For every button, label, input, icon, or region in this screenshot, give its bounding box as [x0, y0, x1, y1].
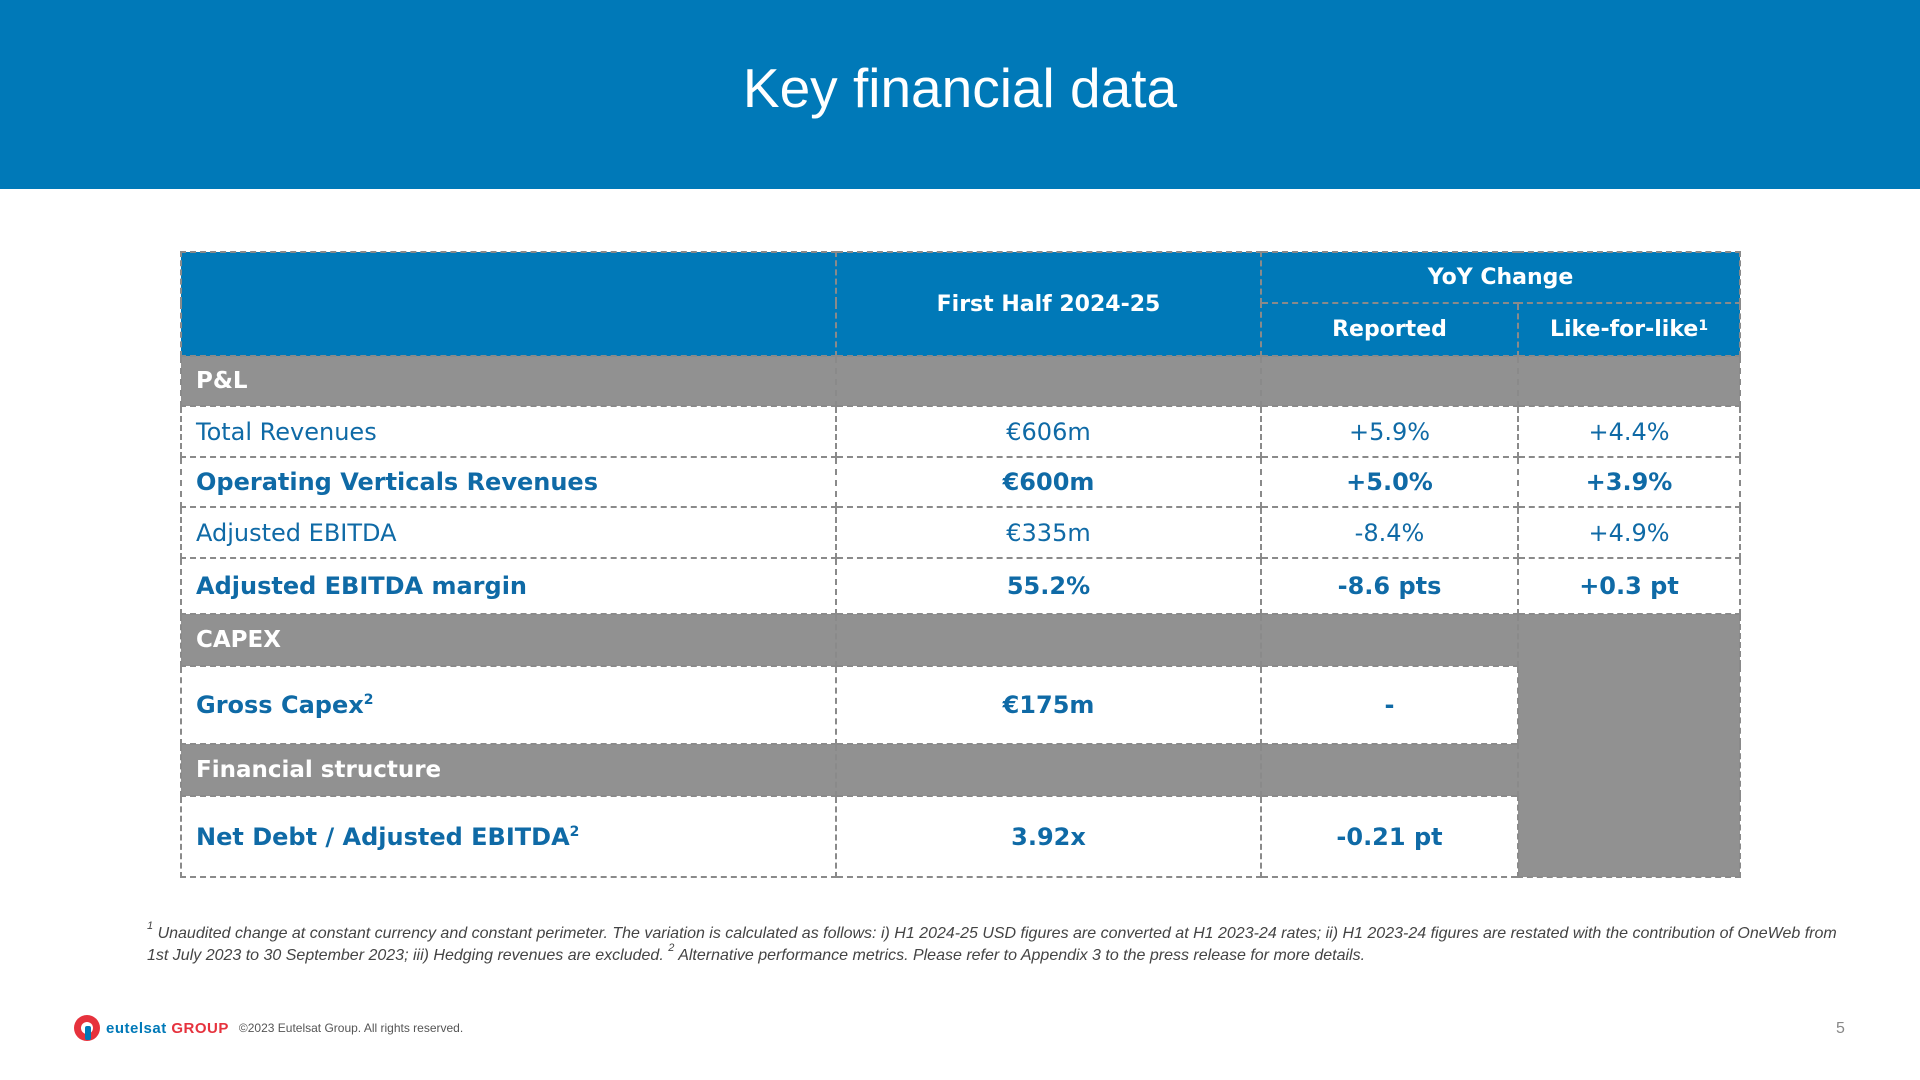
table-row: Total Revenues €606m +5.9% +4.4% — [180, 405, 1742, 458]
page-title: Key financial data — [742, 57, 1178, 119]
footnote-2-marker: 2 — [668, 942, 675, 954]
footnote-2-text: Alternative performance metrics. Please … — [678, 947, 1366, 964]
like-for-like-value: +4.9% — [1516, 506, 1742, 559]
footnote-ref: 2 — [569, 823, 580, 840]
like-for-like-footnote-ref: 1 — [1698, 318, 1709, 334]
section-row-financial-structure: Financial structure — [180, 743, 1740, 797]
column-header-reported: Reported — [1260, 302, 1519, 357]
first-half-value: 3.92x — [835, 795, 1262, 878]
like-for-like-value: +0.3 pt — [1516, 557, 1742, 615]
footnote: 1 Unaudited change at constant currency … — [147, 920, 1837, 967]
column-header-yoy-change: YoY Change — [1259, 251, 1742, 304]
empty-like-for-like-area — [1516, 613, 1742, 878]
row-label: Gross Capex2 — [180, 665, 837, 745]
like-for-like-value: +4.4% — [1516, 405, 1742, 458]
row-label: Net Debt / Adjusted EBITDA2 — [180, 795, 837, 878]
row-label: Adjusted EBITDA margin — [180, 557, 837, 615]
footnote-1-marker: 1 — [147, 920, 154, 932]
reported-value: +5.0% — [1260, 456, 1519, 508]
column-header-first-half: First Half 2024-25 — [835, 251, 1262, 357]
copyright-text: ©2023 Eutelsat Group. All rights reserve… — [238, 1021, 464, 1035]
footer: eutelsat GROUP ©2023 Eutelsat Group. All… — [74, 1013, 463, 1043]
table-row: Adjusted EBITDA €335m -8.4% +4.9% — [180, 506, 1742, 559]
table-row: Adjusted EBITDA margin 55.2% -8.6 pts +0… — [180, 557, 1742, 615]
footnote-1-text: Unaudited change at constant currency an… — [147, 925, 1837, 964]
column-header-like-for-like: Like-for-like1 — [1516, 302, 1742, 357]
reported-value: -0.21 pt — [1260, 795, 1519, 878]
section-label-financial-structure: Financial structure — [180, 743, 837, 797]
section-label-pl: P&L — [180, 355, 837, 407]
financial-table-container: First Half 2024-25 YoY Change Reported L… — [180, 251, 1742, 878]
reported-value: - — [1260, 665, 1519, 745]
reported-value: +5.9% — [1260, 405, 1519, 458]
section-label-capex: CAPEX — [180, 613, 837, 667]
first-half-value: €600m — [835, 456, 1262, 508]
page-number: 5 — [1836, 1020, 1845, 1037]
table-row: Gross Capex2 €175m - — [180, 665, 1740, 745]
like-for-like-label: Like-for-like — [1549, 317, 1699, 342]
section-row-pl: P&L — [180, 355, 1742, 407]
reported-value: -8.4% — [1260, 506, 1519, 559]
table-row: Operating Verticals Revenues €600m +5.0%… — [180, 456, 1742, 508]
section-row-capex: CAPEX — [180, 613, 1742, 878]
first-half-value: €335m — [835, 506, 1262, 559]
table-row: Net Debt / Adjusted EBITDA2 3.92x -0.21 … — [180, 795, 1740, 878]
like-for-like-value: +3.9% — [1516, 456, 1742, 508]
financial-table: First Half 2024-25 YoY Change Reported L… — [180, 251, 1742, 878]
first-half-value: 55.2% — [835, 557, 1262, 615]
first-half-value: €606m — [835, 405, 1262, 458]
title-banner: Key financial data — [0, 0, 1920, 189]
row-label: Total Revenues — [180, 405, 837, 458]
eutelsat-logo-icon — [74, 1015, 100, 1041]
row-label: Adjusted EBITDA — [180, 506, 837, 559]
header-blank-cell — [180, 251, 837, 357]
footnote-ref: 2 — [363, 692, 374, 708]
row-label: Operating Verticals Revenues — [180, 456, 837, 508]
company-logo-text: eutelsat GROUP — [106, 1019, 229, 1037]
first-half-value: €175m — [835, 665, 1262, 745]
reported-value: -8.6 pts — [1260, 557, 1519, 615]
